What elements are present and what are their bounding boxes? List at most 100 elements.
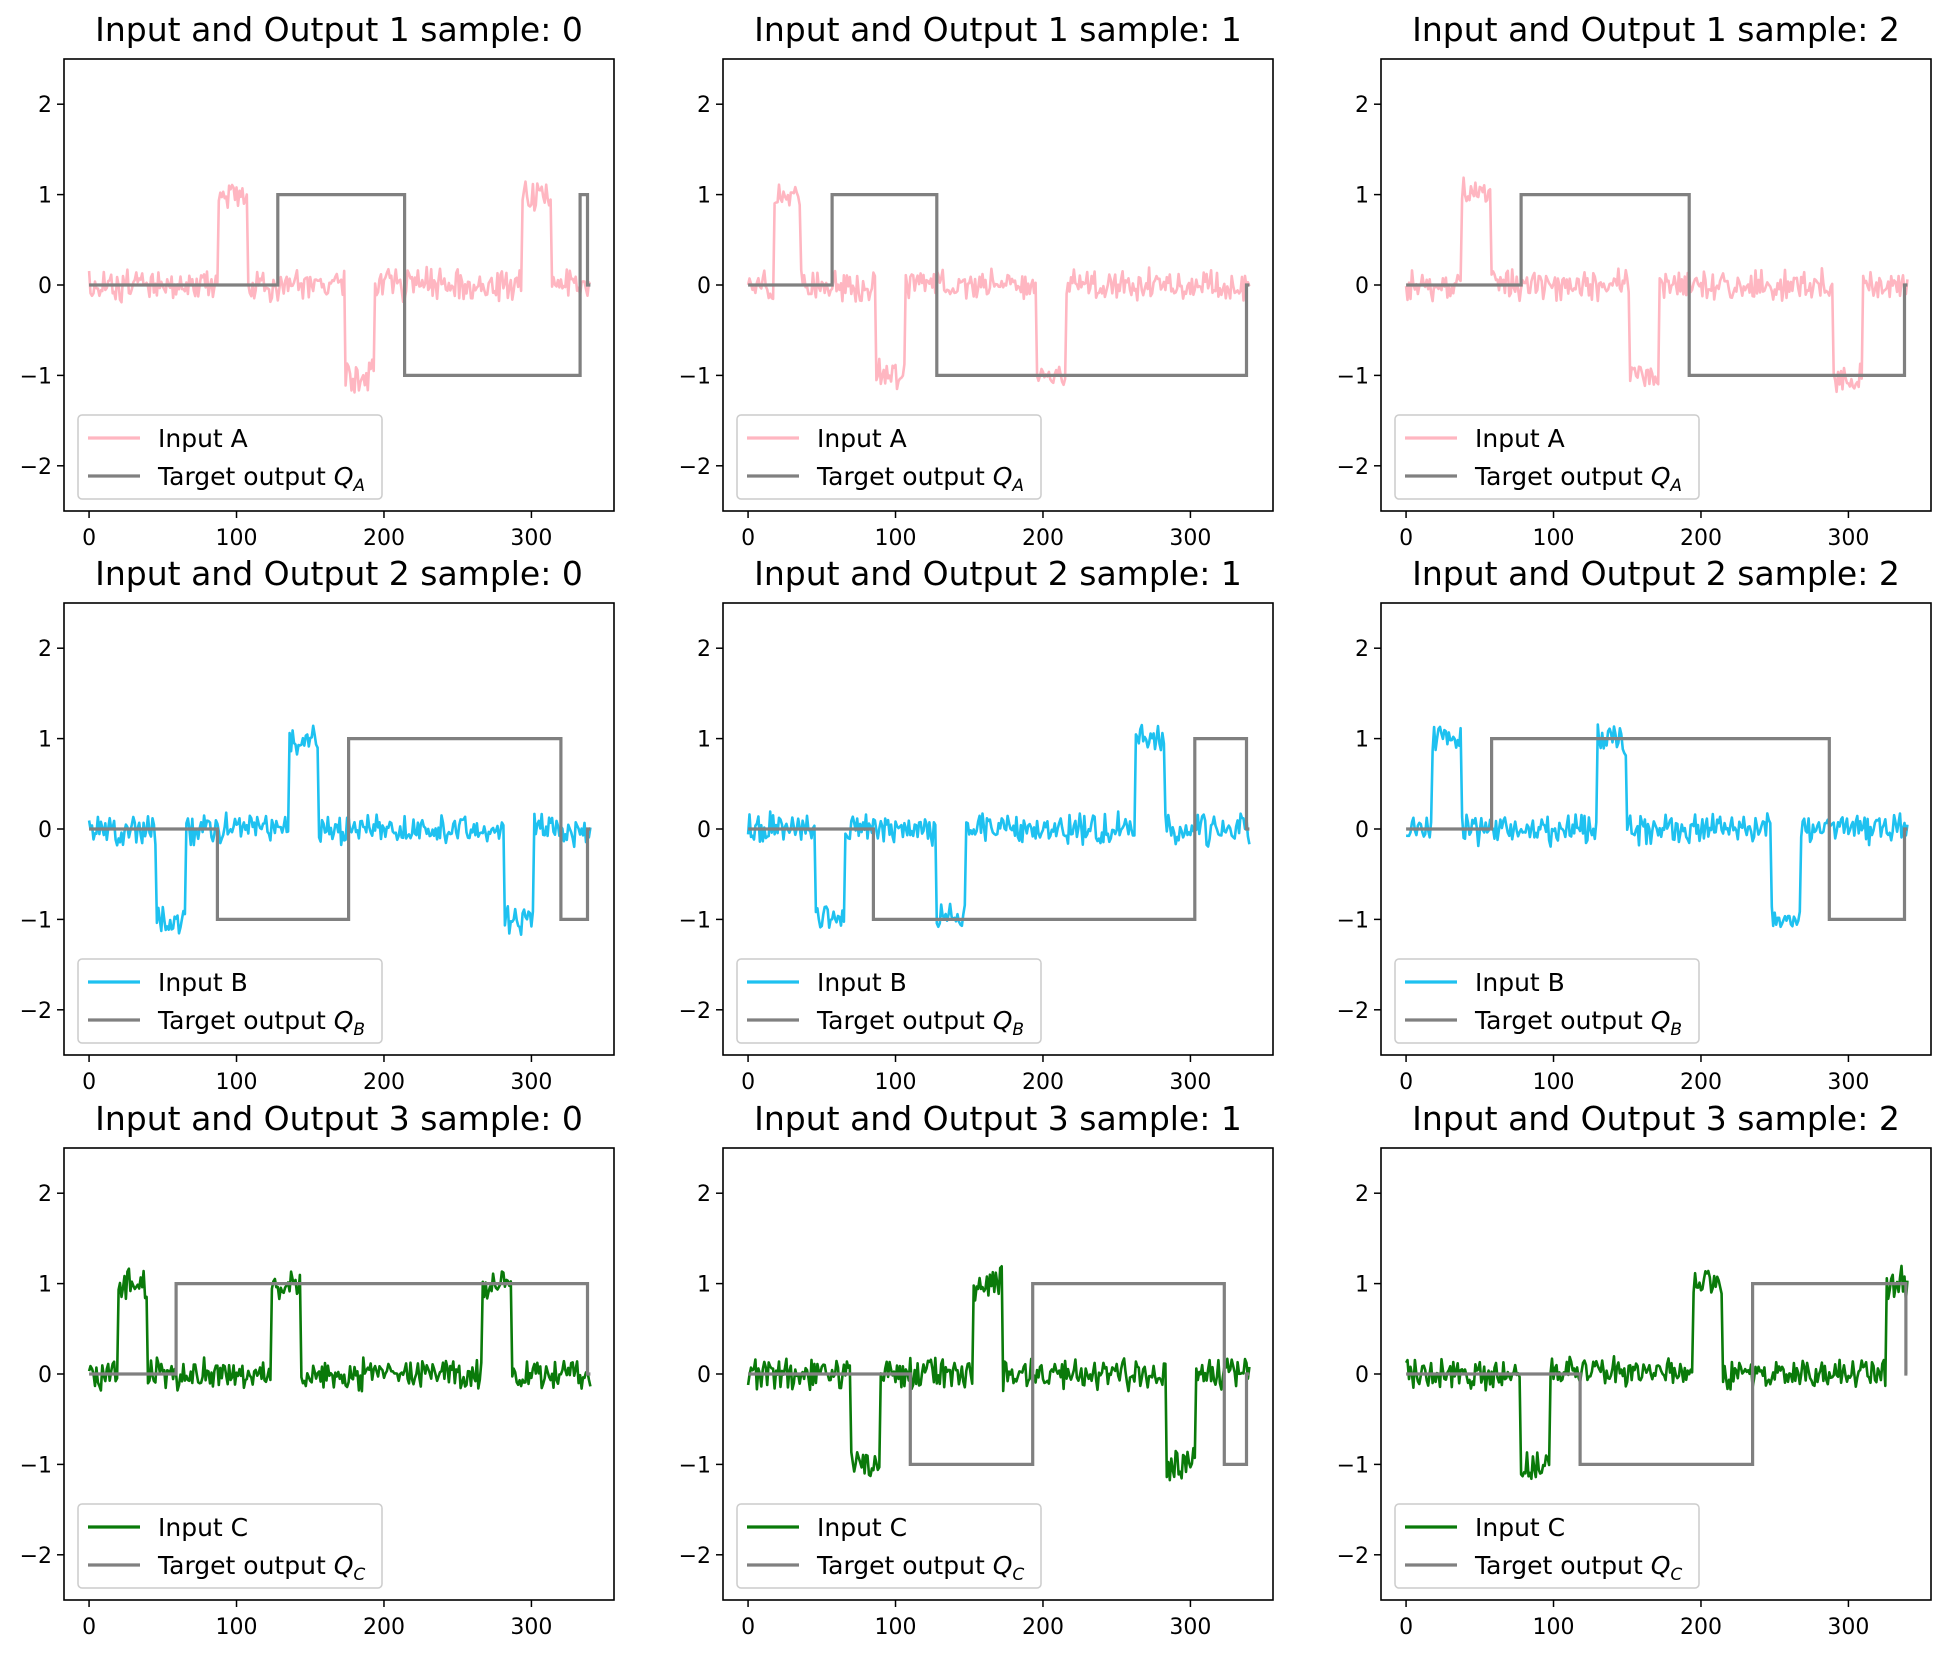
x-tick-label: 300 [510, 1070, 552, 1095]
panel-title: Input and Output 3 sample: 2 [1412, 1099, 1900, 1138]
x-tick-label: 100 [1533, 1070, 1575, 1095]
y-tick-label: −1 [20, 1453, 52, 1478]
y-tick-label: 2 [697, 637, 711, 662]
legend: Input C Target output QC [736, 1503, 1042, 1589]
y-tick-label: 1 [38, 1273, 52, 1298]
x-tick-label: 100 [216, 1615, 258, 1640]
legend-label-input: Input A [158, 424, 248, 453]
y-tick-label: 2 [697, 1182, 711, 1207]
legend: Input A Target output QA [1394, 414, 1700, 500]
legend-label-input: Input C [158, 1513, 248, 1542]
legend-target-symbol: Q [334, 1006, 354, 1035]
legend-frame [1394, 1503, 1700, 1589]
x-tick-label: 200 [363, 1615, 405, 1640]
y-tick-label: −2 [20, 1544, 52, 1569]
y-tick-label: 1 [1355, 1273, 1369, 1298]
x-tick-label: 0 [82, 1615, 96, 1640]
x-tick-label: 100 [875, 1615, 917, 1640]
legend: Input C Target output QC [77, 1503, 383, 1589]
target-output-step-line [89, 193, 591, 377]
input-series-line [87, 724, 592, 937]
x-tick-label: 100 [875, 1070, 917, 1095]
legend-label-input: Input A [817, 424, 907, 453]
legend-target-subscript: A [352, 476, 365, 496]
x-tick-label: 100 [216, 1070, 258, 1095]
panel-9: Input and Output 3 sample: 2 −2 −1 0 1 2 0 100 2… [1337, 1099, 1932, 1640]
legend-target-text: Target output [1474, 462, 1651, 491]
input-series-line [1406, 723, 1909, 929]
legend-target-symbol: Q [334, 462, 354, 491]
x-tick-label: 300 [510, 526, 552, 551]
y-tick-label: 2 [38, 93, 52, 118]
input-series-line [87, 180, 592, 394]
legend-frame [1394, 414, 1700, 500]
y-tick-label: 2 [1355, 93, 1369, 118]
y-tick-label: −1 [20, 364, 52, 389]
input-series-line [746, 183, 1251, 391]
y-tick-label: 0 [38, 1363, 52, 1388]
y-tick-label: 2 [1355, 1182, 1369, 1207]
legend-target-text: Target output [816, 1551, 993, 1580]
legend: Input A Target output QA [77, 414, 383, 500]
y-tick-label: −1 [1337, 1453, 1369, 1478]
legend-label-target: Target output QA [1474, 462, 1682, 496]
target-output-step-line [1406, 1281, 1908, 1467]
legend-target-symbol: Q [1651, 1006, 1671, 1035]
legend-frame [736, 958, 1042, 1044]
legend-target-subscript: B [1670, 1020, 1682, 1040]
legend-label-target: Target output QA [816, 462, 1024, 496]
y-tick-label: 1 [697, 728, 711, 753]
x-tick-label: 300 [510, 1615, 552, 1640]
x-tick-label: 300 [1827, 1615, 1869, 1640]
y-tick-label: 0 [697, 1363, 711, 1388]
legend: Input A Target output QA [736, 414, 1042, 500]
y-tick-label: −1 [679, 364, 711, 389]
y-tick-label: 0 [697, 274, 711, 299]
target-output-step-line [89, 1281, 591, 1376]
x-tick-label: 300 [1827, 1070, 1869, 1095]
legend-target-subscript: B [353, 1020, 365, 1040]
y-tick-label: 2 [38, 637, 52, 662]
panel-title: Input and Output 3 sample: 1 [754, 1099, 1242, 1138]
y-tick-label: −2 [1337, 1544, 1369, 1569]
panel-title: Input and Output 1 sample: 1 [754, 10, 1242, 49]
y-tick-label: −2 [1337, 455, 1369, 480]
legend-label-target: Target output QC [816, 1551, 1024, 1585]
panel-4: Input and Output 2 sample: 0 −2 −1 0 1 2 0 100 2… [20, 554, 615, 1095]
legend-label-input: Input B [817, 968, 907, 997]
x-tick-label: 0 [1399, 1070, 1413, 1095]
legend-target-symbol: Q [1651, 1551, 1671, 1580]
y-tick-label: 2 [1355, 637, 1369, 662]
y-tick-label: 1 [38, 728, 52, 753]
x-tick-label: 100 [875, 526, 917, 551]
legend-target-text: Target output [157, 1551, 334, 1580]
panel-7: Input and Output 3 sample: 0 −2 −1 0 1 2 0 100 2… [20, 1099, 615, 1640]
target-output-step-line [89, 736, 591, 922]
legend-label-input: Input B [158, 968, 248, 997]
y-tick-label: 1 [38, 184, 52, 209]
x-tick-label: 200 [363, 526, 405, 551]
target-output-step-line [1406, 736, 1908, 922]
target-output-step-line [1406, 193, 1908, 377]
panel-8: Input and Output 3 sample: 1 −2 −1 0 1 2 0 100 2… [679, 1099, 1274, 1640]
legend-target-subscript: C [1670, 1565, 1682, 1585]
y-tick-label: −2 [1337, 999, 1369, 1024]
x-tick-label: 200 [363, 1070, 405, 1095]
x-tick-label: 300 [1169, 1070, 1211, 1095]
x-tick-label: 200 [1680, 1615, 1722, 1640]
y-tick-label: 0 [697, 818, 711, 843]
legend-target-symbol: Q [993, 462, 1013, 491]
y-tick-label: −1 [1337, 908, 1369, 933]
legend-label-input: Input A [1475, 424, 1565, 453]
legend-label-target: Target output QB [816, 1006, 1024, 1040]
panel-1: Input and Output 1 sample: 0 −2 −1 0 1 2 0 100 2… [20, 10, 615, 551]
legend-target-text: Target output [816, 1006, 993, 1035]
legend: Input B Target output QB [736, 958, 1042, 1044]
legend-target-subscript: C [1012, 1565, 1024, 1585]
legend-frame [77, 1503, 383, 1589]
y-tick-label: 0 [38, 818, 52, 843]
y-tick-label: 1 [1355, 184, 1369, 209]
legend-target-text: Target output [157, 1006, 334, 1035]
x-tick-label: 0 [741, 526, 755, 551]
